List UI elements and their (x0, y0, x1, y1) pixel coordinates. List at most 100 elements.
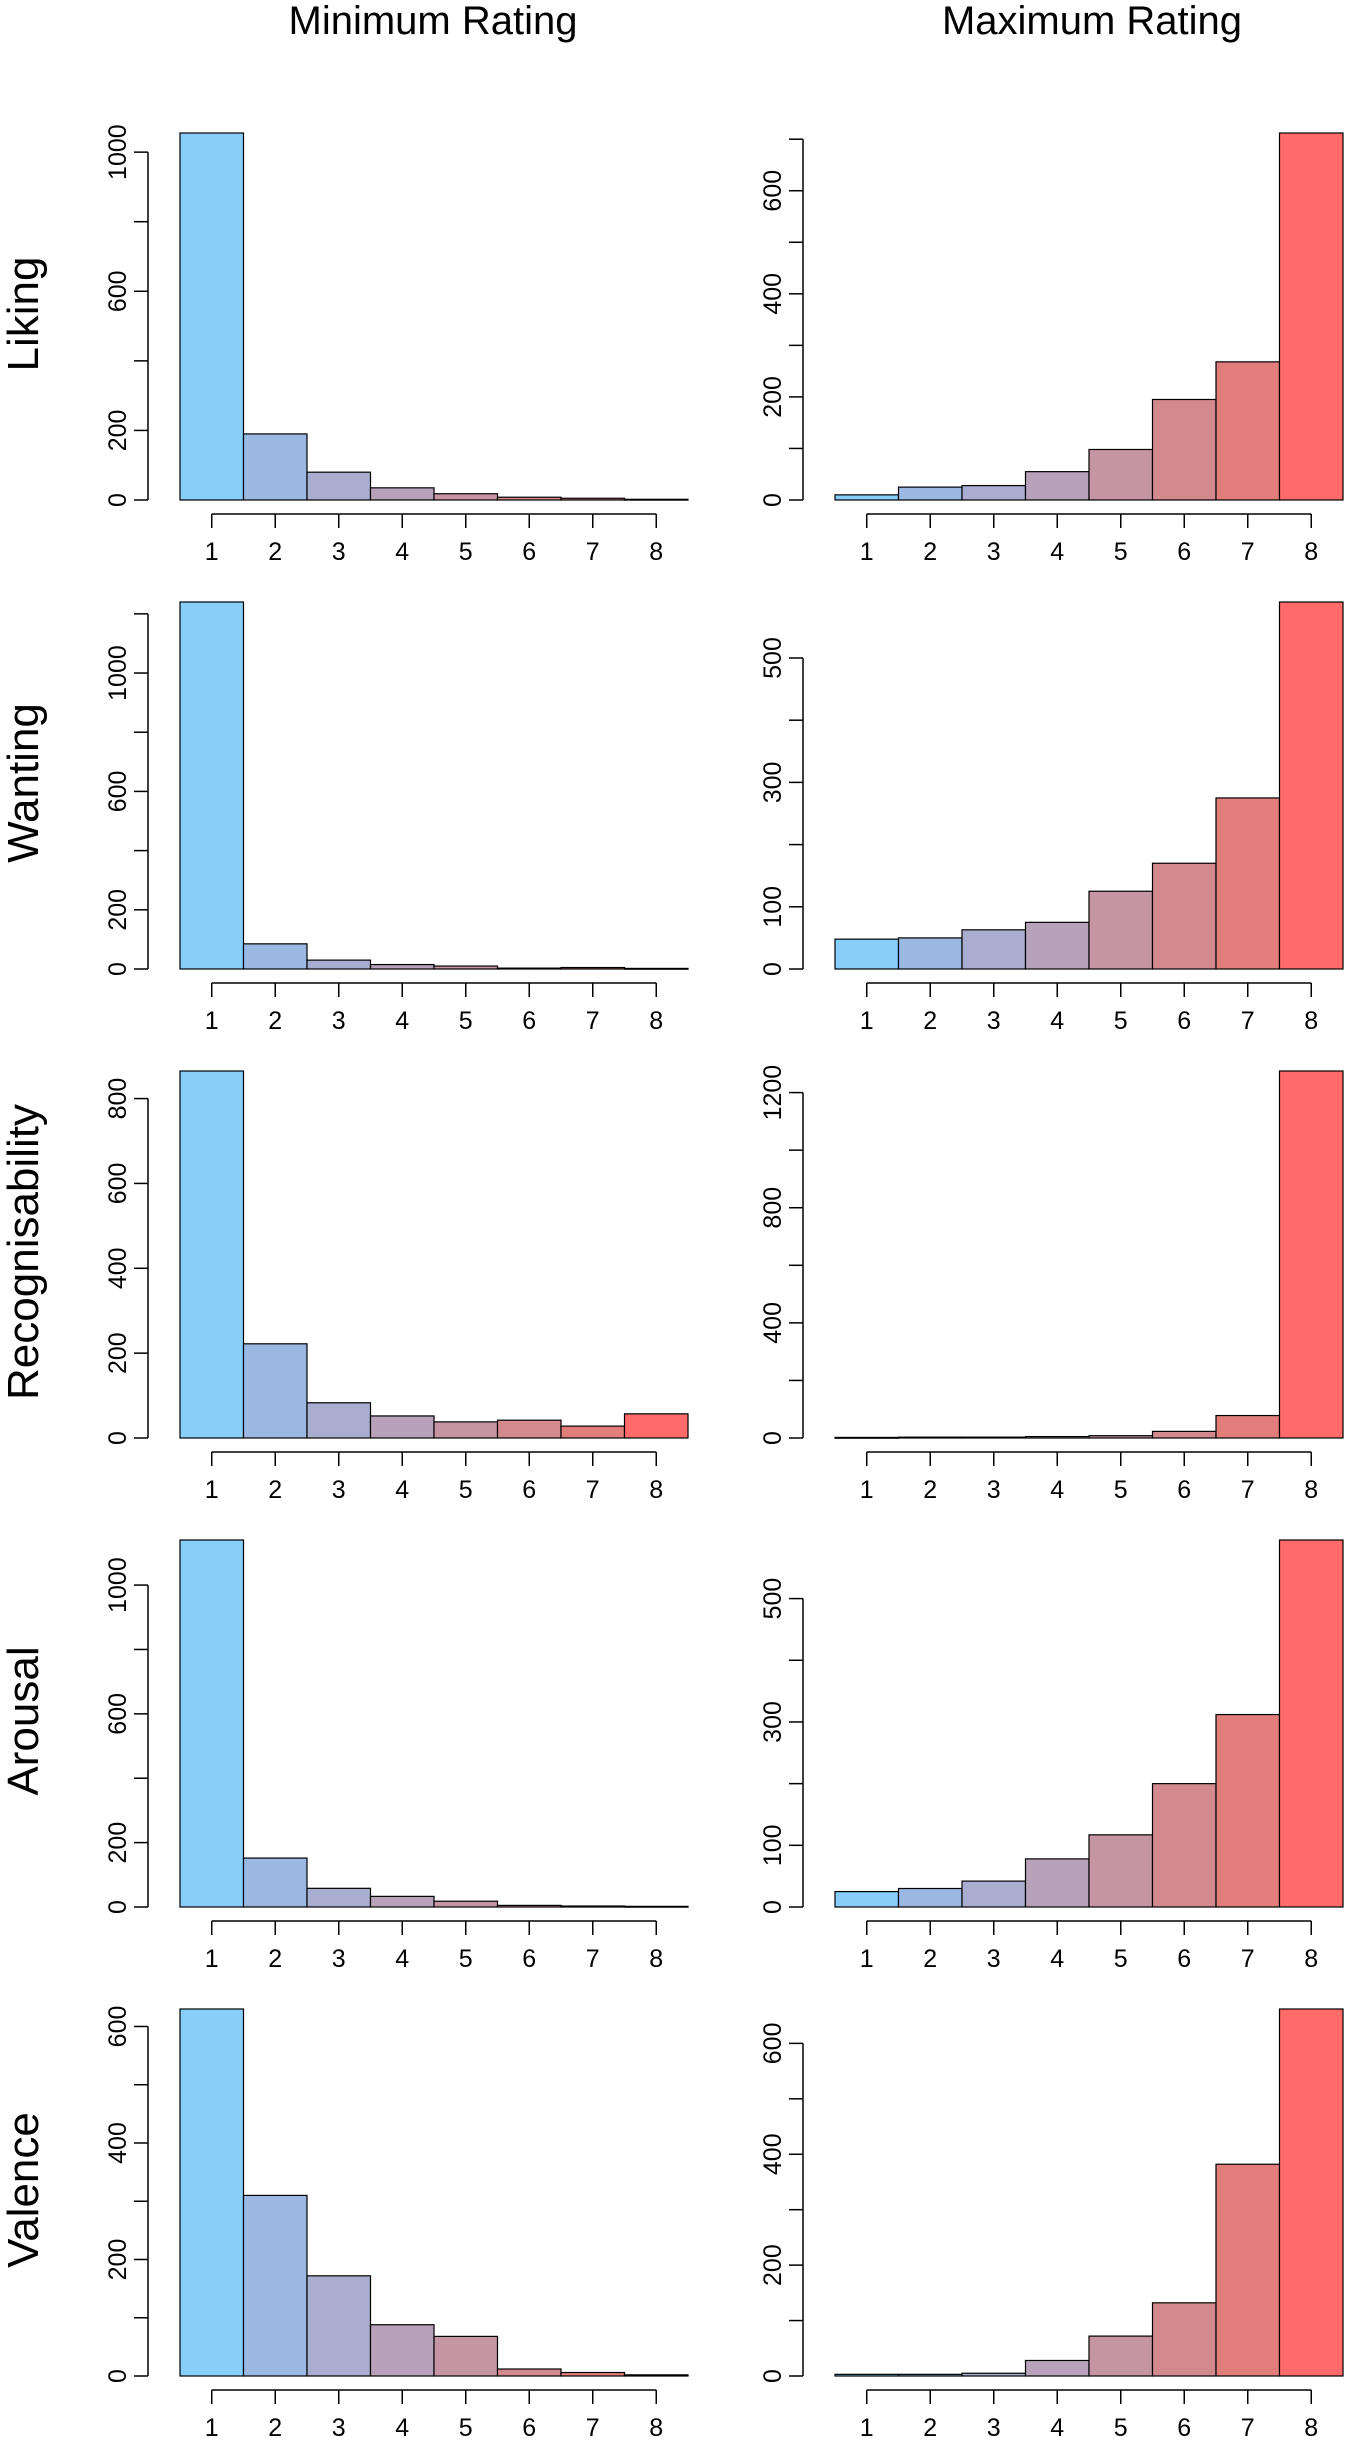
panel-arousal-min: 0 200 600 1000 1 2 3 4 5 6 7 8 (104, 1539, 689, 1973)
bar-1 (834, 1436, 900, 1439)
x-tick-label: 3 (987, 2414, 1001, 2442)
bar-1 (179, 2008, 245, 2377)
bar-4 (1024, 921, 1090, 970)
x-tick-label: 1 (205, 1945, 219, 1973)
bar-2 (897, 1887, 963, 1908)
y-tick-label: 600 (104, 1163, 132, 1205)
x-tick-label: 4 (395, 1476, 409, 1504)
x-tick-label: 8 (649, 1476, 663, 1504)
bar-2 (242, 433, 308, 501)
x-tick-label: 2 (923, 1476, 937, 1504)
row-label-arousal: Arousal (0, 1646, 48, 1795)
bar-3 (961, 484, 1027, 501)
x-tick-label: 3 (987, 1945, 1001, 1973)
x-tick-label: 6 (1177, 1945, 1191, 1973)
bar-1 (179, 601, 245, 970)
y-tick-label: 100 (759, 886, 787, 928)
bar-5 (433, 1900, 499, 1908)
x-tick-label: 5 (459, 1476, 473, 1504)
x-tick-label: 1 (860, 1945, 874, 1973)
y-tick-label: 600 (104, 1693, 132, 1735)
bar-7 (1215, 2163, 1281, 2377)
bar-3 (306, 959, 372, 970)
bar-8 (623, 2374, 689, 2377)
y-tick-label: 500 (759, 1578, 787, 1620)
bar-8 (623, 967, 689, 970)
y-tick-label: 1000 (104, 124, 132, 180)
x-tick-label: 7 (586, 1476, 600, 1504)
bar-7 (560, 2371, 626, 2377)
bar-6 (496, 1904, 562, 1908)
bar-4 (1024, 1435, 1090, 1439)
bar-8 (1278, 132, 1344, 501)
x-tick-label: 4 (1050, 1007, 1064, 1035)
bar-2 (897, 486, 963, 501)
x-tick-label: 4 (1050, 2414, 1064, 2442)
bar-1 (834, 1890, 900, 1908)
panel-liking-min: 0 200 600 1000 1 2 3 4 5 6 7 8 (104, 124, 689, 566)
y-tick-label: 800 (104, 1078, 132, 1120)
y-tick-label: 200 (759, 376, 787, 418)
x-tick-label: 5 (1114, 1007, 1128, 1035)
y-tick-label: 0 (104, 1900, 132, 1914)
bar-1 (834, 938, 900, 970)
x-tick-label: 5 (1114, 1945, 1128, 1973)
y-tick-label: 600 (759, 2023, 787, 2065)
x-tick-label: 6 (1177, 2414, 1191, 2442)
y-tick-label: 0 (759, 493, 787, 507)
x-tick-label: 7 (1241, 538, 1255, 566)
x-tick-label: 7 (1241, 1007, 1255, 1035)
panel-valence-min: 0 200 400 600 1 2 3 4 5 6 7 8 (104, 2006, 689, 2442)
bar-7 (560, 1425, 626, 1439)
bar-6 (496, 967, 562, 970)
x-tick-label: 8 (1304, 1476, 1318, 1504)
bar-3 (961, 929, 1027, 970)
y-tick-label: 400 (759, 1302, 787, 1344)
bar-3 (306, 2275, 372, 2377)
x-tick-label: 3 (987, 1007, 1001, 1035)
y-tick-label: 200 (759, 2244, 787, 2286)
bar-8 (1278, 2008, 1344, 2377)
y-tick-label: 400 (104, 2122, 132, 2164)
bar-7 (1215, 1713, 1281, 1908)
y-tick-label: 600 (759, 170, 787, 212)
x-tick-label: 8 (1304, 1945, 1318, 1973)
bar-8 (623, 498, 689, 501)
x-tick-label: 7 (1241, 1476, 1255, 1504)
x-tick-label: 2 (923, 2414, 937, 2442)
x-tick-label: 6 (522, 1007, 536, 1035)
bar-7 (1215, 361, 1281, 501)
x-tick-label: 8 (649, 1945, 663, 1973)
y-tick-label: 600 (104, 2006, 132, 2048)
bar-5 (433, 965, 499, 970)
x-tick-label: 4 (395, 538, 409, 566)
x-tick-label: 4 (1050, 538, 1064, 566)
panel-valence-max: 0 200 400 600 1 2 3 4 5 6 7 8 (759, 2008, 1344, 2442)
x-tick-label: 1 (205, 538, 219, 566)
bar-1 (179, 132, 245, 501)
y-tick-label: 200 (104, 2239, 132, 2281)
bar-2 (242, 2194, 308, 2377)
x-tick-label: 1 (860, 2414, 874, 2442)
bar-3 (306, 471, 372, 501)
y-tick-label: 600 (104, 771, 132, 813)
y-tick-label: 400 (104, 1247, 132, 1289)
x-tick-label: 2 (923, 1007, 937, 1035)
x-tick-label: 3 (332, 538, 346, 566)
bar-3 (961, 1880, 1027, 1908)
x-tick-label: 7 (586, 1007, 600, 1035)
x-tick-label: 5 (459, 538, 473, 566)
bar-5 (433, 493, 499, 501)
column-title-max: Maximum Rating (942, 0, 1242, 43)
panel-arousal-max: 0 100 300 500 1 2 3 4 5 6 7 8 (759, 1539, 1344, 1973)
x-tick-label: 7 (586, 1945, 600, 1973)
y-tick-label: 0 (759, 962, 787, 976)
x-tick-label: 2 (268, 538, 282, 566)
y-tick-label: 0 (104, 493, 132, 507)
x-tick-label: 6 (522, 538, 536, 566)
x-tick-label: 8 (649, 1007, 663, 1035)
bar-5 (1088, 1834, 1154, 1908)
bar-2 (242, 943, 308, 970)
y-tick-label: 0 (104, 1431, 132, 1445)
